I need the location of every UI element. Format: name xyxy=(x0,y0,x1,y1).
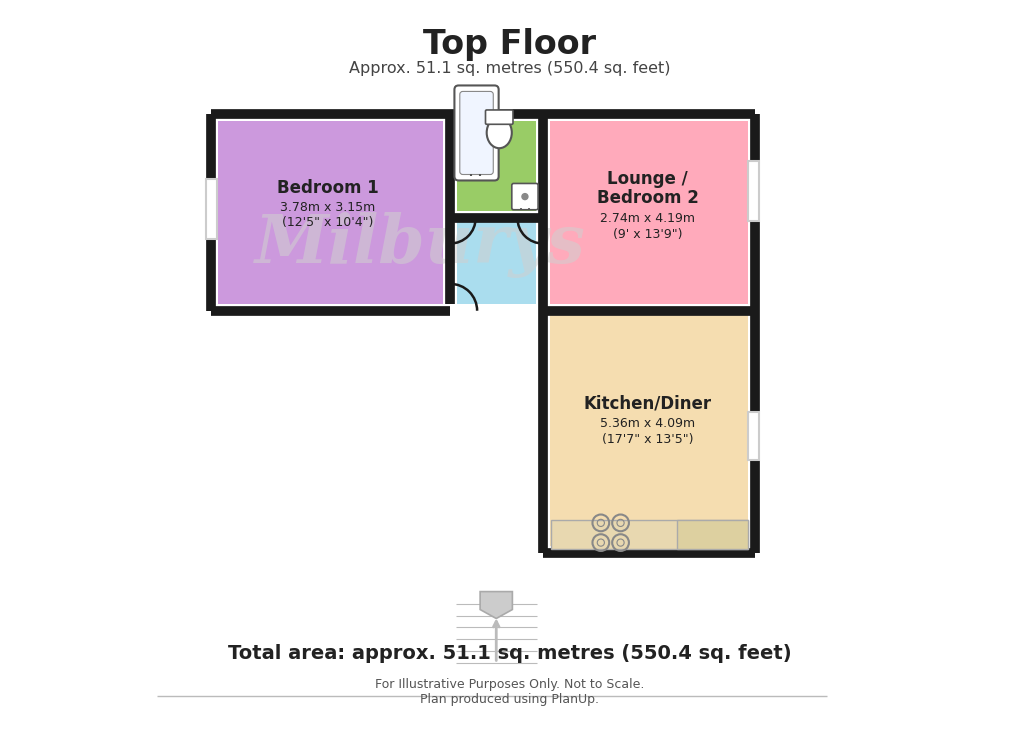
Text: For Illustrative Purposes Only. Not to Scale.: For Illustrative Purposes Only. Not to S… xyxy=(375,678,644,691)
Bar xyxy=(549,310,747,545)
Text: Bedroom 1: Bedroom 1 xyxy=(276,179,378,197)
Bar xyxy=(457,121,535,211)
Text: Bedroom 2: Bedroom 2 xyxy=(596,190,698,207)
FancyBboxPatch shape xyxy=(485,110,513,124)
Circle shape xyxy=(522,193,528,199)
Text: Total area: approx. 51.1 sq. metres (550.4 sq. feet): Total area: approx. 51.1 sq. metres (550… xyxy=(228,644,791,663)
Text: (9' x 13'9"): (9' x 13'9") xyxy=(612,227,682,241)
Bar xyxy=(550,520,747,548)
Text: (17'7" x 13'5"): (17'7" x 13'5") xyxy=(601,433,693,446)
Bar xyxy=(549,121,747,304)
Bar xyxy=(677,520,747,548)
Text: (12'5" x 10'4"): (12'5" x 10'4") xyxy=(282,216,373,230)
Bar xyxy=(748,162,758,221)
Text: Top Floor: Top Floor xyxy=(423,28,596,61)
Text: Plan produced using PlanUp.: Plan produced using PlanUp. xyxy=(420,693,599,706)
Text: Lounge /: Lounge / xyxy=(606,170,687,188)
Bar xyxy=(218,121,442,304)
Ellipse shape xyxy=(486,117,512,148)
Text: 3.78m x 3.15m: 3.78m x 3.15m xyxy=(280,201,375,214)
Bar xyxy=(457,218,535,304)
Text: Kitchen/Diner: Kitchen/Diner xyxy=(583,394,711,413)
Text: Approx. 51.1 sq. metres (550.4 sq. feet): Approx. 51.1 sq. metres (550.4 sq. feet) xyxy=(348,61,671,76)
Polygon shape xyxy=(480,591,512,619)
Text: 2.74m x 4.19m: 2.74m x 4.19m xyxy=(599,212,694,225)
Text: Milburys: Milburys xyxy=(255,212,585,278)
FancyBboxPatch shape xyxy=(454,85,498,181)
Text: 5.36m x 4.09m: 5.36m x 4.09m xyxy=(599,416,694,430)
FancyBboxPatch shape xyxy=(512,184,538,210)
Bar xyxy=(206,179,216,239)
FancyBboxPatch shape xyxy=(460,91,493,174)
Bar xyxy=(748,412,758,460)
